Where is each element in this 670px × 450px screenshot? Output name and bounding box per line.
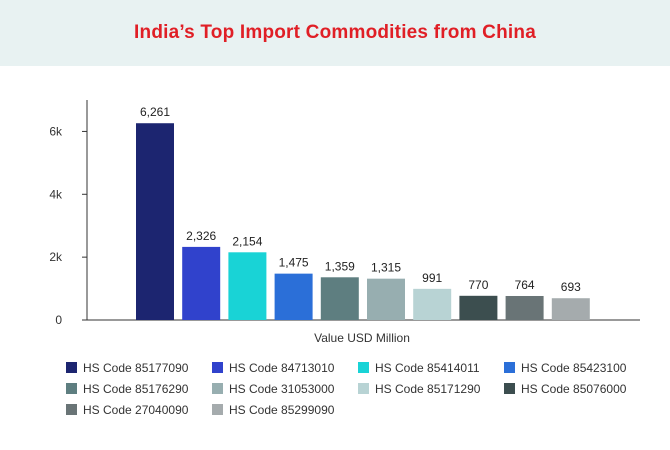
legend-item: HS Code 85177090	[66, 360, 210, 375]
bar-8	[459, 295, 498, 320]
legend-item: HS Code 31053000	[212, 381, 356, 396]
legend-item: HS Code 85076000	[504, 381, 654, 396]
legend-swatch	[504, 362, 515, 373]
legend-swatch	[212, 362, 223, 373]
legend-swatch	[66, 383, 77, 394]
legend-swatch	[212, 383, 223, 394]
legend-item: HS Code 85414011	[358, 360, 502, 375]
bar-5	[320, 277, 359, 320]
bar-value-label: 991	[422, 271, 442, 285]
legend-item: HS Code 85171290	[358, 381, 502, 396]
legend-label: HS Code 27040090	[83, 402, 189, 417]
legend-swatch	[212, 404, 223, 415]
chart-legend: HS Code 85177090 HS Code 84713010 HS Code …	[66, 360, 666, 417]
bar-value-label: 1,359	[325, 259, 355, 273]
legend-swatch	[358, 383, 369, 394]
bar-3	[228, 252, 267, 320]
legend-swatch	[66, 404, 77, 415]
y-tick-label: 0	[55, 313, 62, 327]
bar-value-label: 6,261	[140, 105, 170, 119]
bar-value-label: 2,326	[186, 229, 216, 243]
legend-swatch	[504, 383, 515, 394]
x-axis-label: Value USD Million	[314, 331, 410, 345]
legend-label: HS Code 85076000	[521, 381, 627, 396]
legend-label: HS Code 85299090	[229, 402, 335, 417]
legend-label: HS Code 85176290	[83, 381, 189, 396]
bar-chart: 0 2k 4k 6k 6,261 2,326 2,154 1,475 1,359 1,315 991…	[49, 100, 640, 345]
bar-value-label: 1,315	[371, 261, 401, 275]
bar-2	[182, 246, 221, 320]
bar-1	[136, 123, 174, 321]
y-tick-label: 4k	[49, 187, 63, 201]
legend-item: HS Code 27040090	[66, 402, 210, 417]
title-banner: India’s Top Import Commodities from Chin…	[0, 0, 670, 66]
legend-label: HS Code 85171290	[375, 381, 481, 396]
bar-value-label: 764	[515, 278, 535, 292]
legend-item: HS Code 85299090	[212, 402, 356, 417]
legend-item: HS Code 85176290	[66, 381, 210, 396]
bar-value-label: 1,475	[279, 256, 309, 270]
bar-9	[505, 295, 544, 320]
bar-value-label: 770	[468, 278, 488, 292]
legend-label: HS Code 85423100	[521, 360, 627, 375]
bar-4	[274, 273, 313, 320]
legend-swatch	[358, 362, 369, 373]
legend-item: HS Code 84713010	[212, 360, 356, 375]
y-tick-label: 6k	[49, 124, 63, 138]
bar-value-label: 693	[561, 280, 581, 294]
y-tick-label: 2k	[49, 250, 63, 264]
legend-swatch	[66, 362, 77, 373]
legend-label: HS Code 85414011	[375, 360, 480, 375]
legend-item: HS Code 85423100	[504, 360, 654, 375]
bar-6	[367, 278, 405, 320]
bar-value-label: 2,154	[232, 234, 262, 248]
legend-label: HS Code 85177090	[83, 360, 189, 375]
bar-7	[413, 288, 452, 320]
bar-10	[551, 298, 590, 320]
chart-title: India’s Top Import Commodities from Chin…	[134, 22, 536, 43]
legend-label: HS Code 84713010	[229, 360, 335, 375]
legend-label: HS Code 31053000	[229, 381, 335, 396]
